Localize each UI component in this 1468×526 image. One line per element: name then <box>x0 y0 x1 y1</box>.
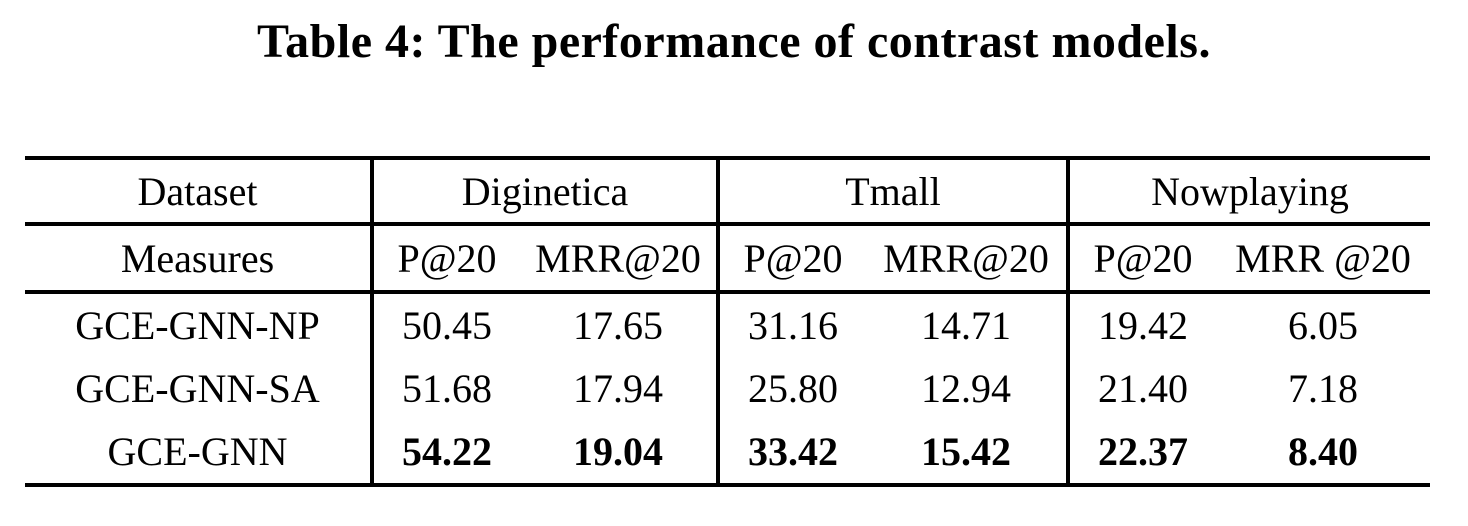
table-row: GCE-GNN-SA 51.68 17.94 25.80 12.94 21.40… <box>25 357 1430 420</box>
value-diginetica-mrr20: 17.65 <box>520 292 721 357</box>
value-diginetica-p20: 50.45 <box>402 303 492 348</box>
header-row-datasets: Dataset Diginetica Tmall Nowplaying <box>25 158 1431 226</box>
model-name: GCE-GNN-NP <box>25 292 374 357</box>
table-row: GCE-GNN-NP 50.45 17.65 31.16 14.71 19.42… <box>25 292 1430 357</box>
header-group-tmall: Tmall <box>718 158 1071 226</box>
model-name: GCE-GNN-SA <box>25 357 374 420</box>
header-diginetica-p20: P@20 <box>372 224 520 294</box>
header-nowplaying-p20: P@20 <box>1068 224 1217 294</box>
value-tmall-p20: 25.80 <box>748 366 839 411</box>
value-tmall-mrr20: 14.71 <box>866 292 1071 357</box>
header-group-diginetica: Diginetica <box>372 158 721 226</box>
table-row: GCE-GNN 54.22 19.04 33.42 15.42 22.37 8.… <box>25 420 1430 485</box>
header-measures: Measures <box>25 224 374 294</box>
performance-table: Dataset Diginetica Tmall Nowplaying Meas… <box>25 156 1431 487</box>
value-tmall-p20: 31.16 <box>748 303 839 348</box>
table-caption: Table 4: The performance of contrast mod… <box>257 15 1211 68</box>
header-diginetica-mrr20: MRR@20 <box>520 224 721 294</box>
value-nowplaying-mrr20: 7.18 <box>1288 366 1359 411</box>
header-group-nowplaying: Nowplaying <box>1068 158 1431 226</box>
value-tmall-mrr20: 12.94 <box>866 357 1071 420</box>
header-tmall-mrr20: MRR@20 <box>866 224 1071 294</box>
header-dataset: Dataset <box>25 158 374 226</box>
header-tmall-p20: P@20 <box>718 224 867 294</box>
value-diginetica-mrr20: 17.94 <box>520 357 721 420</box>
value-diginetica-p20: 54.22 <box>402 429 492 474</box>
header-nowplaying-mrr20: MRR @20 <box>1216 224 1431 294</box>
value-nowplaying-p20: 19.42 <box>1098 303 1189 348</box>
value-diginetica-p20: 51.68 <box>402 366 492 411</box>
header-row-measures: Measures P@20 MRR@20 P@20 MRR@20 P@20 MR… <box>25 224 1431 294</box>
value-nowplaying-p20: 22.37 <box>1098 429 1189 474</box>
value-tmall-p20: 33.42 <box>748 429 839 474</box>
value-nowplaying-mrr20: 8.40 <box>1288 429 1359 474</box>
model-name: GCE-GNN <box>25 420 374 485</box>
value-nowplaying-p20: 21.40 <box>1098 366 1189 411</box>
value-nowplaying-mrr20: 6.05 <box>1288 303 1359 348</box>
value-tmall-mrr20: 15.42 <box>866 420 1071 485</box>
value-diginetica-mrr20: 19.04 <box>520 420 721 485</box>
